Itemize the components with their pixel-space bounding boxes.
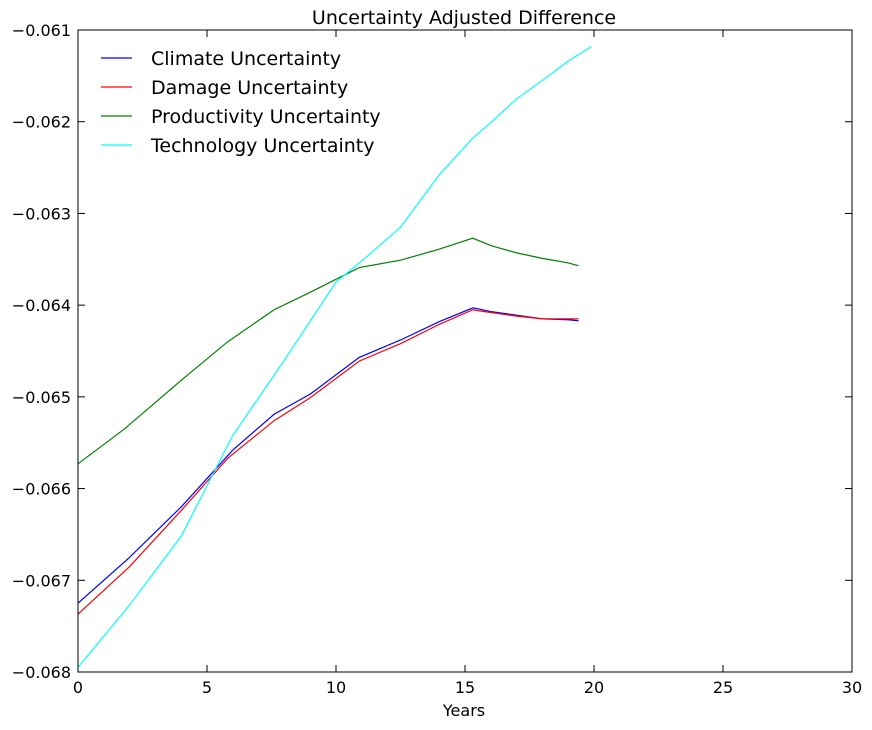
series-line-technology-uncertainty bbox=[77, 46, 592, 668]
legend-label: Damage Uncertainty bbox=[151, 77, 348, 99]
x-tick-label: 15 bbox=[455, 678, 475, 697]
series-line-damage-uncertainty bbox=[77, 309, 579, 615]
series-line-productivity-uncertainty bbox=[77, 237, 579, 465]
legend: Climate Uncertainty Damage Uncertainty Pro… bbox=[101, 48, 381, 157]
y-tick-label: −0.065 bbox=[12, 388, 71, 407]
x-axis-label: Years bbox=[442, 701, 485, 720]
x-tick-label: 0 bbox=[73, 678, 83, 697]
x-tick-label: 20 bbox=[584, 678, 604, 697]
legend-label: Technology Uncertainty bbox=[150, 135, 374, 157]
legend-label: Climate Uncertainty bbox=[151, 48, 341, 70]
y-tick-label: −0.068 bbox=[12, 663, 71, 682]
x-tick-label: 25 bbox=[713, 678, 733, 697]
y-tick-label: −0.062 bbox=[12, 113, 71, 132]
x-tick-label: 30 bbox=[842, 678, 862, 697]
y-tick-label: −0.067 bbox=[12, 571, 71, 590]
chart-title: Uncertainty Adjusted Difference bbox=[312, 7, 616, 29]
y-tick-label: −0.063 bbox=[12, 204, 71, 223]
y-tick-label: −0.061 bbox=[12, 21, 71, 40]
x-tick-label: 10 bbox=[326, 678, 346, 697]
x-tick-label: 5 bbox=[202, 678, 212, 697]
y-tick-label: −0.066 bbox=[12, 480, 71, 499]
legend-label: Productivity Uncertainty bbox=[151, 106, 381, 128]
series-line-climate-uncertainty bbox=[77, 307, 579, 604]
plot-area: 0 5 10 15 20 25 30 −0.068 −0.067 −0.066 −0.065 −0.0… bbox=[12, 21, 862, 697]
y-tick-label: −0.064 bbox=[12, 296, 71, 315]
